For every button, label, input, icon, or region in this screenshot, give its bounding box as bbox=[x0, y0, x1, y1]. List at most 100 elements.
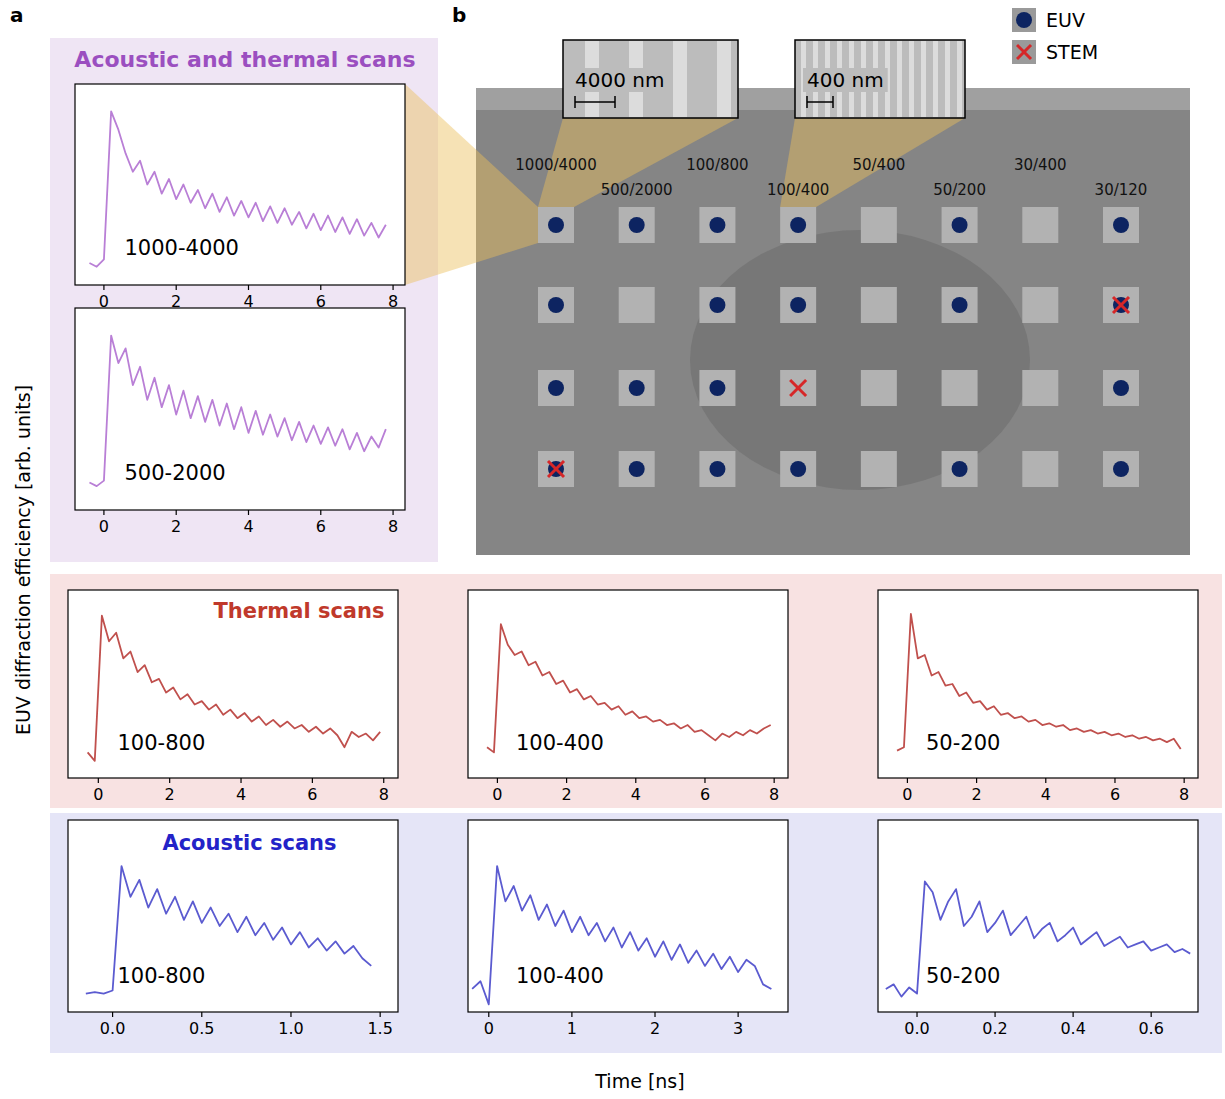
x-tick bbox=[248, 510, 249, 515]
euv-marker bbox=[952, 217, 968, 233]
sample-label: 100/400 bbox=[767, 181, 829, 199]
x-tick-label: 0 bbox=[492, 785, 502, 804]
x-tick-label: 0.5 bbox=[189, 1019, 214, 1038]
plot-frame bbox=[68, 590, 398, 778]
euv-marker bbox=[548, 461, 564, 477]
euv-marker bbox=[548, 380, 564, 396]
panel-label: b bbox=[452, 3, 466, 27]
euv-marker bbox=[709, 380, 725, 396]
x-tick bbox=[380, 1012, 381, 1017]
x-tick-label: 2 bbox=[972, 785, 982, 804]
stem-stroke bbox=[548, 461, 564, 477]
stem-stroke bbox=[1017, 45, 1031, 59]
label-patch bbox=[803, 68, 888, 92]
x-tick-label: 0 bbox=[93, 785, 103, 804]
x-tick bbox=[201, 1012, 202, 1017]
inset-stripe bbox=[909, 41, 914, 117]
highlight bbox=[405, 84, 538, 285]
group-title: Acoustic and thermal scans bbox=[74, 47, 415, 72]
sample-square bbox=[619, 207, 655, 243]
group-title: Acoustic scans bbox=[162, 831, 336, 855]
euv-marker bbox=[709, 461, 725, 477]
x-tick-label: 0.4 bbox=[1060, 1019, 1085, 1038]
legend-label: STEM bbox=[1046, 41, 1098, 63]
plot-frame bbox=[468, 820, 788, 1012]
x-tick bbox=[1151, 1012, 1152, 1017]
x-tick-label: 0.0 bbox=[904, 1019, 929, 1038]
plot-frame bbox=[878, 590, 1198, 778]
x-tick bbox=[566, 778, 567, 783]
x-tick-label: 0 bbox=[484, 1019, 494, 1038]
sample-label: 500/2000 bbox=[601, 181, 673, 199]
sem-inset: 4000 nm bbox=[563, 40, 738, 118]
group-bg bbox=[50, 574, 1222, 808]
legend-swatch-bg bbox=[1012, 8, 1036, 32]
legend-label: EUV bbox=[1046, 9, 1085, 31]
euv-marker bbox=[548, 297, 564, 313]
chart-title: 50-200 bbox=[926, 964, 1000, 988]
chart-title: 100-800 bbox=[118, 964, 206, 988]
stem-marker bbox=[1113, 297, 1129, 313]
x-tick-label: 0 bbox=[99, 517, 109, 536]
x-tick bbox=[248, 285, 249, 290]
sample-square bbox=[699, 287, 735, 323]
stem-stroke bbox=[1113, 297, 1129, 313]
x-tick bbox=[98, 778, 99, 783]
x-tick-label: 1.5 bbox=[367, 1019, 392, 1038]
sample-square bbox=[538, 451, 574, 487]
euv-marker bbox=[629, 461, 645, 477]
group-bg bbox=[50, 813, 1222, 1053]
data-group bbox=[472, 866, 771, 1004]
sample-square bbox=[619, 451, 655, 487]
x-tick-label: 1 bbox=[567, 1019, 577, 1038]
inset-stripe bbox=[957, 41, 962, 117]
sample-square bbox=[942, 370, 978, 406]
x-tick bbox=[176, 285, 177, 290]
inset-stripe bbox=[945, 41, 950, 117]
x-tick-label: 4 bbox=[1041, 785, 1051, 804]
x-tick bbox=[290, 1012, 291, 1017]
x-tick-label: 4 bbox=[631, 785, 641, 804]
sample-square bbox=[942, 287, 978, 323]
stem-stroke bbox=[1017, 45, 1031, 59]
sample-square bbox=[538, 287, 574, 323]
sample-square bbox=[861, 287, 897, 323]
sem-inset: 400 nm bbox=[795, 40, 965, 118]
x-tick bbox=[383, 778, 384, 783]
scale-bar bbox=[575, 101, 615, 103]
x-tick-label: 8 bbox=[388, 517, 398, 536]
plot-bg bbox=[68, 820, 398, 1012]
x-tick-label: 2 bbox=[650, 1019, 660, 1038]
euv-marker bbox=[1113, 297, 1129, 313]
x-tick-label: 0.2 bbox=[982, 1019, 1007, 1038]
euv-marker bbox=[548, 217, 564, 233]
x-tick-label: 6 bbox=[316, 517, 326, 536]
x-tick bbox=[774, 778, 775, 783]
scale-label: 400 nm bbox=[807, 68, 884, 92]
x-tick bbox=[488, 1012, 489, 1017]
sample-square bbox=[1103, 370, 1139, 406]
chart: 0.00.51.01.5100-800 bbox=[68, 820, 398, 1038]
sample-square bbox=[699, 451, 735, 487]
legend-marker bbox=[1017, 45, 1031, 59]
euv-marker bbox=[952, 297, 968, 313]
chart: 02468100-800 bbox=[68, 590, 398, 804]
euv-marker bbox=[709, 217, 725, 233]
inset-stripe bbox=[673, 41, 687, 117]
sample-square bbox=[861, 370, 897, 406]
x-tick-label: 2 bbox=[562, 785, 572, 804]
x-tick bbox=[654, 1012, 655, 1017]
euv-marker bbox=[629, 217, 645, 233]
x-tick bbox=[320, 285, 321, 290]
chart: 0246850-200 bbox=[878, 590, 1198, 804]
inset-frame bbox=[563, 40, 738, 118]
data-line bbox=[89, 111, 385, 266]
x-tick-label: 0 bbox=[902, 785, 912, 804]
plot-bg bbox=[878, 590, 1198, 778]
x-tick bbox=[916, 1012, 917, 1017]
x-tick bbox=[169, 778, 170, 783]
x-tick bbox=[312, 778, 313, 783]
chart: 02468500-2000 bbox=[75, 308, 405, 536]
chart-title: 100-400 bbox=[516, 731, 604, 755]
sem-image bbox=[476, 88, 1190, 555]
